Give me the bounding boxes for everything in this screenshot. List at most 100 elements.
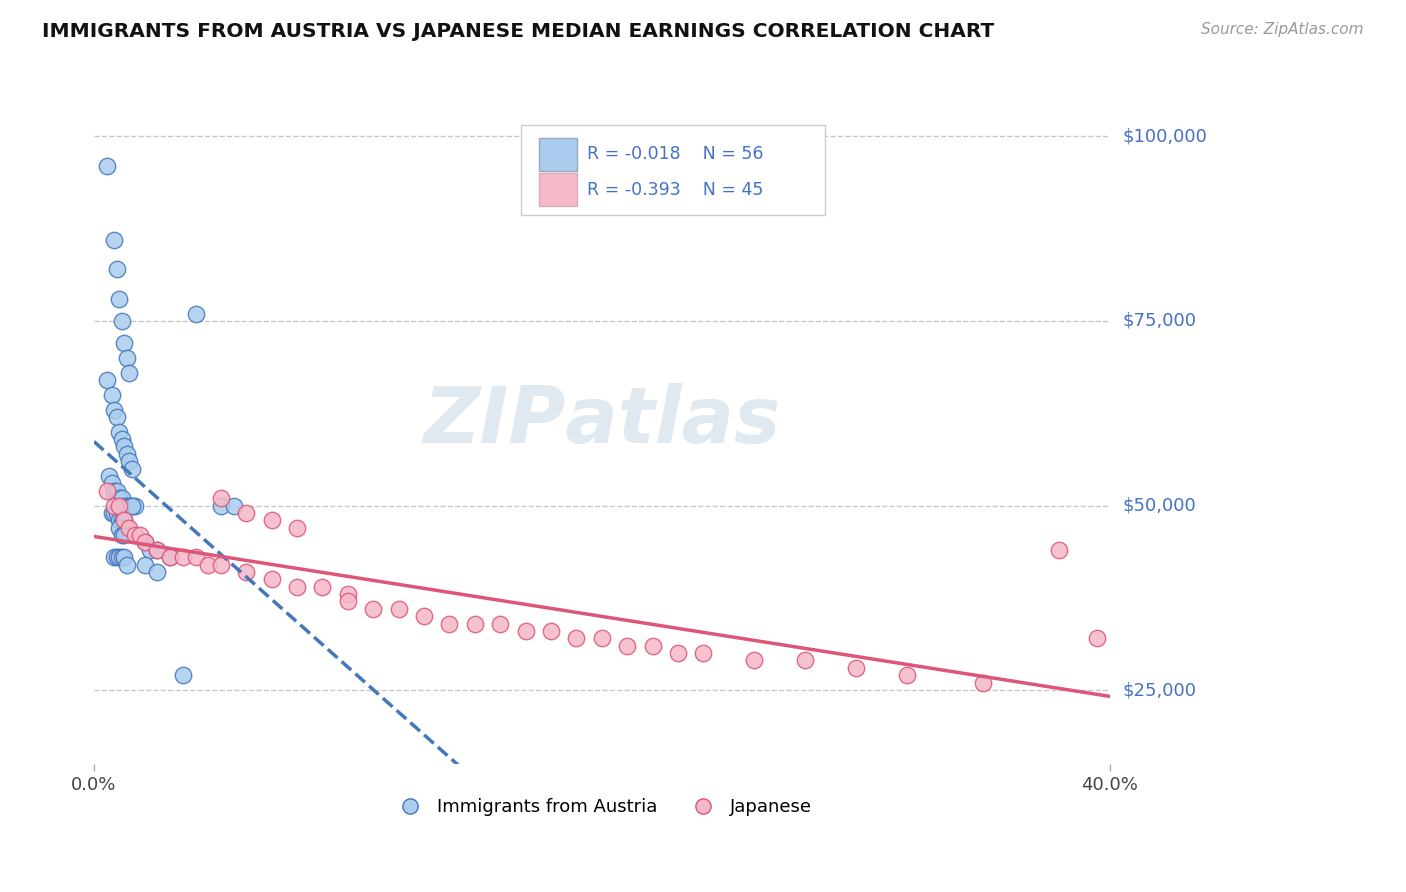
Point [108,292,131,306]
Point [108,550,131,565]
Point [103,233,125,247]
Point [112,336,135,351]
Point [972,675,994,690]
Point [115,521,138,535]
Point [209,499,232,513]
Point [794,653,817,667]
Point [1085,632,1108,646]
Point [111,314,134,328]
Text: Source: ZipAtlas.com: Source: ZipAtlas.com [1201,22,1364,37]
Point [112,513,135,527]
Point [361,602,384,616]
Point [111,550,134,565]
Point [124,528,146,542]
Point [565,632,588,646]
Point [146,565,169,579]
Text: $75,000: $75,000 [1122,312,1197,330]
Point [111,513,134,527]
Point [108,499,131,513]
Text: R = -0.393    N = 45: R = -0.393 N = 45 [586,181,763,199]
Point [105,506,128,520]
Point [134,535,156,549]
Point [100,388,122,402]
Point [515,624,537,638]
Text: $50,000: $50,000 [1122,497,1197,515]
Point [184,550,207,565]
Point [96,373,118,387]
Point [108,513,131,527]
Point [134,535,156,549]
Point [464,616,486,631]
Point [388,602,411,616]
Point [124,499,146,513]
Point [103,499,125,513]
Point [108,425,131,439]
Point [111,432,134,446]
Bar [538,137,578,170]
Point [100,476,122,491]
Text: $25,000: $25,000 [1122,681,1197,699]
FancyBboxPatch shape [520,126,825,215]
Point [146,542,169,557]
Point [159,550,181,565]
Point [112,499,135,513]
Point [896,668,918,682]
Point [439,616,461,631]
Point [108,521,131,535]
Point [96,159,118,173]
Point [209,491,232,505]
Bar [538,173,578,206]
Point [105,409,128,424]
Point [118,499,141,513]
Point [103,506,125,520]
Point [105,483,128,498]
Point [98,469,121,483]
Point [235,565,257,579]
Point [311,580,333,594]
Point [260,572,283,586]
Point [845,661,868,675]
Point [115,447,138,461]
Point [108,491,131,505]
Point [235,506,257,520]
Point [692,646,714,660]
Point [105,550,128,565]
Point [139,542,162,557]
Point [118,521,141,535]
Point [172,550,194,565]
Point [666,646,689,660]
Point [209,558,232,572]
Point [121,461,143,475]
Point [103,402,125,417]
Point [115,558,138,572]
Point [118,366,141,380]
Point [591,632,613,646]
Point [103,483,125,498]
Point [197,558,219,572]
Point [112,528,135,542]
Point [118,454,141,468]
Point [616,639,638,653]
Text: $100,000: $100,000 [1122,128,1208,145]
Point [489,616,512,631]
Point [336,594,359,608]
Point [159,550,181,565]
Point [146,542,169,557]
Text: ZIP​atlas: ZIP​atlas [423,383,780,458]
Point [103,550,125,565]
Point [742,653,765,667]
Point [184,307,207,321]
Point [128,528,150,542]
Point [105,262,128,277]
Text: IMMIGRANTS FROM AUSTRIA VS JAPANESE MEDIAN EARNINGS CORRELATION CHART: IMMIGRANTS FROM AUSTRIA VS JAPANESE MEDI… [42,22,994,41]
Point [336,587,359,601]
Point [111,491,134,505]
Point [222,499,245,513]
Point [115,351,138,365]
Text: R = -0.018    N = 56: R = -0.018 N = 56 [586,145,763,163]
Point [134,558,156,572]
Point [112,513,135,527]
Point [100,506,122,520]
Point [115,499,138,513]
Point [1047,542,1070,557]
